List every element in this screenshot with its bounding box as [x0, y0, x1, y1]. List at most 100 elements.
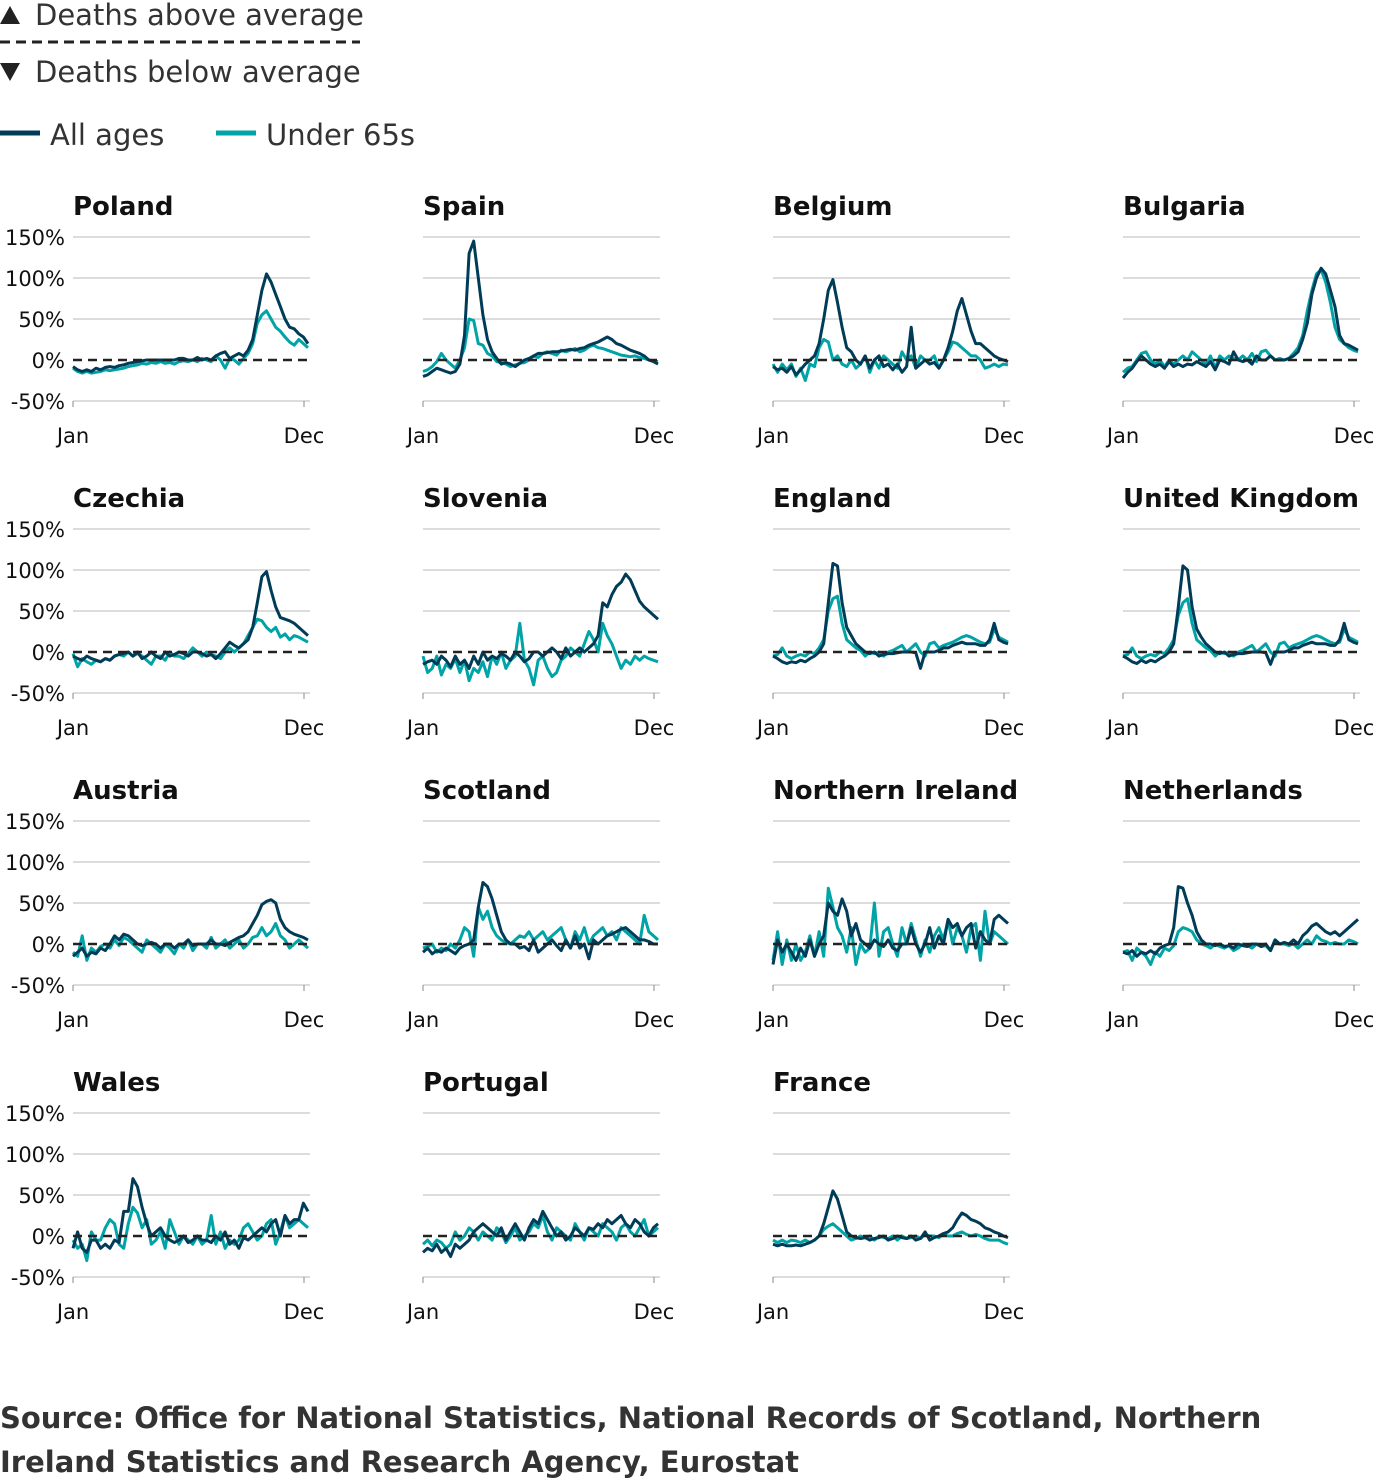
x-tick-label: Jan	[405, 424, 439, 448]
y-tick-label: 0%	[32, 349, 65, 373]
y-tick-label: 0%	[32, 933, 65, 957]
panel-title: Portugal	[423, 1068, 549, 1098]
panel-title: Netherlands	[1123, 776, 1303, 806]
series-all-ages-line	[422, 239, 659, 378]
panel-title: France	[773, 1068, 871, 1098]
series-all-ages-line	[1122, 885, 1359, 958]
y-tick-label: 150%	[5, 226, 65, 250]
panel-title: Czechia	[73, 484, 185, 514]
x-tick-label: Dec	[284, 1008, 325, 1032]
y-tick-label: 100%	[5, 1143, 65, 1167]
panel-title: Wales	[73, 1068, 160, 1098]
source-note: Source: Office for National Statistics, …	[0, 1401, 1262, 1479]
y-tick-label: -50%	[11, 390, 65, 414]
panel-netherlands: Netherlands Jan Dec	[1105, 776, 1373, 1032]
panel-title: Slovenia	[423, 484, 548, 514]
y-tick-label: 100%	[5, 267, 65, 291]
panel-czechia: Czechia 150% 100% 50% 0% -50% Jan Dec	[5, 484, 324, 740]
series-all-ages-line	[422, 1209, 659, 1258]
small-multiples-chart: Deaths above average Deaths below averag…	[0, 0, 1373, 1324]
legend-series-label: All ages	[50, 118, 164, 152]
panel-northern-ireland: Northern Ireland Jan Dec	[755, 776, 1025, 1032]
triangle-up-icon	[0, 6, 20, 24]
y-tick-label: -50%	[11, 682, 65, 706]
x-tick-label: Dec	[984, 716, 1025, 740]
x-tick-label: Jan	[55, 424, 89, 448]
series-all-ages-line	[72, 272, 310, 373]
panel-portugal: Portugal Jan Dec	[405, 1068, 675, 1324]
panel-wales: Wales 150% 100% 50% 0% -50% Jan Dec	[5, 1068, 324, 1324]
chart-panels: Poland 150% 100% 50% 0% -50% Jan Dec Spain Jan Dec…	[5, 192, 1373, 1324]
panel-title: Austria	[73, 776, 179, 806]
x-tick-label: Dec	[1334, 1008, 1373, 1032]
series-all-ages-line	[772, 278, 1009, 377]
series-under-65s-line	[421, 621, 659, 687]
series-all-ages-line	[422, 572, 659, 670]
x-tick-label: Jan	[405, 1008, 439, 1032]
legend-below-label: Deaths below average	[35, 55, 361, 89]
triangle-down-icon	[0, 63, 20, 81]
y-tick-label: 100%	[5, 559, 65, 583]
series-all-ages-line	[1122, 564, 1359, 666]
panel-spain: Spain Jan Dec	[405, 192, 675, 448]
x-tick-label: Jan	[55, 1300, 89, 1324]
x-tick-label: Dec	[1334, 716, 1373, 740]
series-all-ages-line	[72, 898, 309, 958]
series-under-65s-line	[72, 922, 309, 962]
x-tick-label: Dec	[634, 1300, 675, 1324]
x-tick-label: Jan	[1105, 424, 1139, 448]
panel-united-kingdom: United Kingdom Jan Dec	[1105, 484, 1373, 740]
y-tick-label: 50%	[18, 1184, 65, 1208]
series-under-65s-line	[72, 309, 309, 375]
x-tick-label: Dec	[1334, 424, 1373, 448]
x-tick-label: Dec	[984, 1300, 1025, 1324]
y-tick-label: 150%	[5, 518, 65, 542]
series-under-65s-line	[422, 905, 659, 958]
panel-belgium: Belgium Jan Dec	[755, 192, 1025, 448]
x-tick-label: Jan	[405, 1300, 439, 1324]
x-tick-label: Dec	[284, 424, 325, 448]
y-tick-label: 50%	[18, 600, 65, 624]
x-tick-label: Jan	[755, 716, 789, 740]
y-tick-label: 0%	[32, 641, 65, 665]
x-tick-label: Jan	[755, 1008, 789, 1032]
panel-title: Spain	[423, 192, 505, 222]
series-all-ages-line	[72, 570, 309, 664]
series-under-65s-line	[772, 1222, 1009, 1246]
panel-title: Northern Ireland	[773, 776, 1018, 806]
panel-slovenia: Slovenia Jan Dec	[405, 484, 675, 740]
panel-france: France Jan Dec	[755, 1068, 1025, 1324]
x-tick-label: Jan	[405, 716, 439, 740]
legend: Deaths above average Deaths below averag…	[0, 0, 415, 152]
series-all-ages-line	[772, 561, 1009, 670]
panel-poland: Poland 150% 100% 50% 0% -50% Jan Dec	[5, 192, 324, 448]
panel-title: England	[773, 484, 891, 514]
x-tick-label: Jan	[755, 424, 789, 448]
series-under-65s-line	[772, 594, 1009, 661]
series-under-65s-line	[1122, 597, 1359, 661]
y-tick-label: -50%	[11, 1266, 65, 1290]
y-tick-label: 150%	[5, 810, 65, 834]
legend-series-label: Under 65s	[266, 118, 415, 152]
x-tick-label: Dec	[284, 716, 325, 740]
x-tick-label: Jan	[1105, 716, 1139, 740]
panel-bulgaria: Bulgaria Jan Dec	[1105, 192, 1373, 448]
series-all-ages-line	[71, 1177, 310, 1254]
series-all-ages-line	[772, 1189, 1009, 1248]
x-tick-label: Jan	[55, 1008, 89, 1032]
series-under-65s-line	[1122, 268, 1359, 374]
y-tick-label: 150%	[5, 1102, 65, 1126]
series-under-65s-line	[71, 1205, 309, 1263]
panel-england: England Jan Dec	[755, 484, 1025, 740]
series-all-ages-line	[771, 897, 1009, 965]
x-tick-label: Dec	[634, 424, 675, 448]
x-tick-label: Dec	[634, 1008, 675, 1032]
x-tick-label: Dec	[634, 716, 675, 740]
y-tick-label: 100%	[5, 851, 65, 875]
panel-title: Scotland	[423, 776, 551, 806]
series-all-ages-line	[422, 881, 658, 961]
series-under-65s-line	[771, 338, 1009, 382]
x-tick-label: Jan	[755, 1300, 789, 1324]
panel-title: Belgium	[773, 192, 893, 222]
y-tick-label: 50%	[18, 308, 65, 332]
